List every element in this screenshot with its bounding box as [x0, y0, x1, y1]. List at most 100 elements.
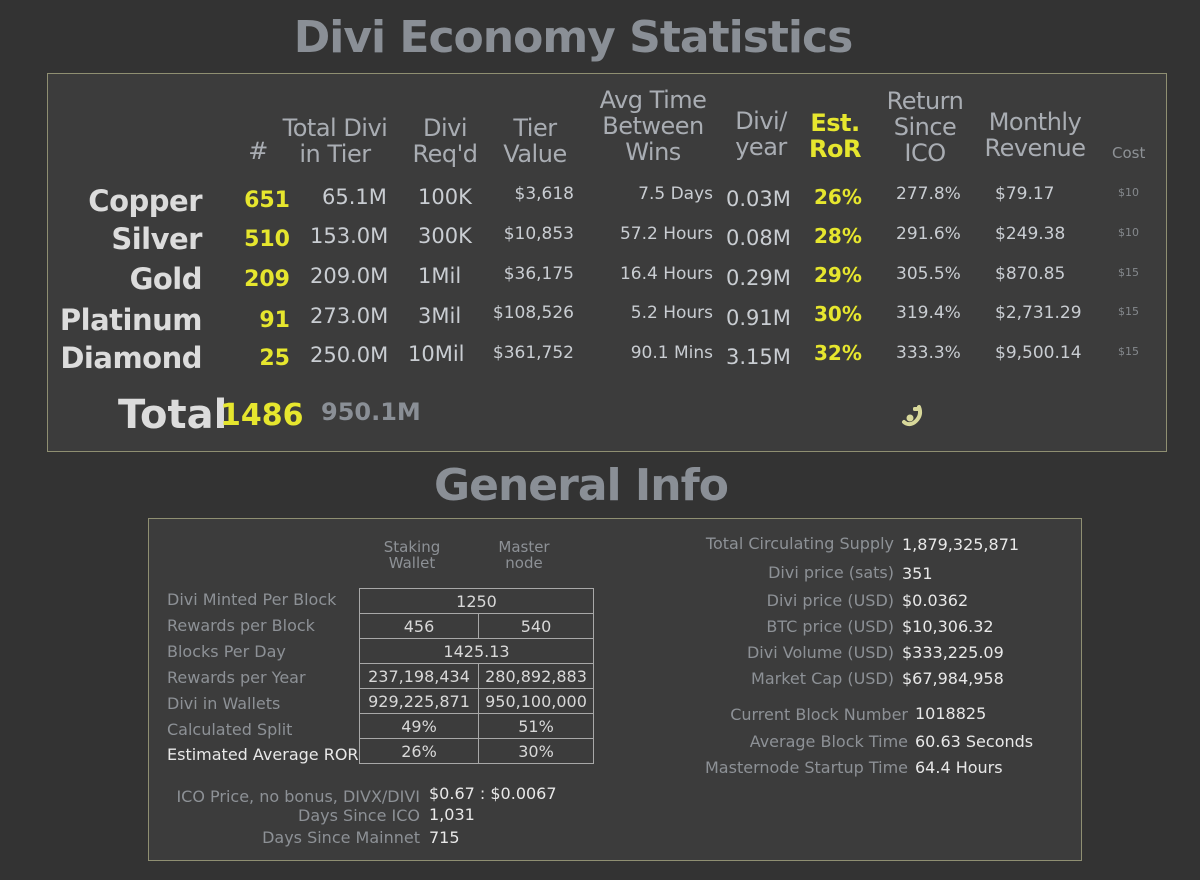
- table-row: 1425.13: [359, 638, 594, 664]
- label-rewards-per-year: Rewards per Year: [167, 668, 306, 687]
- label-calculated-split: Calculated Split: [167, 720, 293, 739]
- table-cell: 540: [478, 613, 594, 639]
- tier-total-divi: 65.1M: [322, 185, 387, 209]
- label-days-since-ico: Days Since ICO: [298, 806, 420, 825]
- tier-name: Diamond: [60, 341, 202, 375]
- tier-name: Copper: [88, 184, 202, 218]
- tier-divi-reqd: 10Mil: [408, 342, 465, 366]
- tier-monthly-revenue: $2,731.29: [995, 303, 1082, 323]
- tier-monthly-revenue: $249.38: [995, 224, 1066, 244]
- value-divi-price-sats: 351: [902, 564, 933, 583]
- label-divi-minted-per-block: Divi Minted Per Block: [167, 590, 337, 609]
- tier-count: 651: [244, 188, 290, 213]
- tier-cost: $10: [1118, 226, 1139, 239]
- table-cell: 280,892,883: [478, 663, 594, 689]
- table-row: 49% 51%: [359, 713, 594, 739]
- tier-divi-reqd: 100K: [418, 185, 472, 209]
- tier-total-divi: 273.0M: [310, 304, 389, 328]
- label-current-block-number: Current Block Number: [730, 705, 908, 724]
- value-current-block-number: 1018825: [915, 704, 987, 723]
- economy-statistics-panel: [47, 73, 1167, 452]
- label-average-block-time: Average Block Time: [749, 732, 908, 751]
- tier-est-ror: 28%: [814, 224, 862, 248]
- header-tier-value: Tier Value: [503, 114, 567, 168]
- tier-monthly-revenue: $79.17: [995, 184, 1055, 204]
- label-days-since-mainnet: Days Since Mainnet: [262, 828, 420, 847]
- table-cell: 456: [359, 613, 479, 639]
- value-masternode-startup-time: 64.4 Hours: [915, 758, 1003, 777]
- tier-return-since-ico: 333.3%: [896, 343, 961, 363]
- tier-avg-time: 90.1 Mins: [630, 343, 713, 363]
- header-cost: Cost: [1112, 144, 1146, 162]
- total-count: 1486: [220, 398, 304, 433]
- label-estimated-average-ror: Estimated Average ROR: [167, 745, 359, 764]
- label-market-cap-usd: Market Cap (USD): [751, 669, 894, 688]
- tier-total-divi: 250.0M: [310, 343, 389, 367]
- tier-return-since-ico: 305.5%: [896, 264, 961, 284]
- value-days-since-mainnet: 715: [429, 828, 460, 847]
- tier-count: 91: [259, 308, 290, 333]
- tier-divi-reqd: 300K: [418, 224, 472, 248]
- tier-cost: $15: [1118, 345, 1139, 358]
- table-cell: 26%: [359, 738, 479, 764]
- tier-avg-time: 5.2 Hours: [630, 303, 713, 323]
- value-days-since-ico: 1,031: [429, 805, 475, 824]
- divi-logo-icon: [902, 405, 922, 427]
- tier-est-ror: 30%: [814, 302, 862, 326]
- header-return-since-ico: Return Since ICO: [886, 87, 964, 167]
- tier-name: Platinum: [59, 303, 203, 337]
- tier-divi-year: 0.03M: [726, 187, 791, 211]
- tier-est-ror: 32%: [814, 341, 862, 365]
- page-title: Divi Economy Statistics: [293, 12, 854, 63]
- table-cell: 950,100,000: [478, 688, 594, 714]
- table-cell: 1250: [359, 588, 594, 614]
- rewards-table: 1250 456 540 1425.13 237,198,434 280,892,8…: [359, 588, 594, 764]
- tier-count: 510: [244, 227, 290, 252]
- table-cell: 49%: [359, 713, 479, 739]
- value-ico-price: $0.67 : $0.0067: [429, 784, 557, 803]
- tier-divi-year: 0.91M: [726, 306, 791, 330]
- label-rewards-per-block: Rewards per Block: [167, 616, 315, 635]
- tier-cost: $10: [1118, 186, 1139, 199]
- table-row: 237,198,434 280,892,883: [359, 663, 594, 689]
- value-market-cap-usd: $67,984,958: [902, 669, 1004, 688]
- tier-divi-year: 3.15M: [726, 345, 791, 369]
- header-est-ror: Est. RoR: [809, 109, 861, 163]
- tier-cost: $15: [1118, 305, 1139, 318]
- value-divi-price-usd: $0.0362: [902, 591, 969, 610]
- value-divi-volume-usd: $333,225.09: [902, 643, 1004, 662]
- tier-value: $36,175: [503, 264, 574, 284]
- label-total-circulating-supply: Total Circulating Supply: [705, 534, 894, 553]
- header-total-divi: Total Divi in Tier: [282, 114, 388, 168]
- label-masternode-startup-time: Masternode Startup Time: [705, 758, 908, 777]
- tier-est-ror: 29%: [814, 263, 862, 287]
- label-divi-in-wallets: Divi in Wallets: [167, 694, 281, 713]
- table-cell: 51%: [478, 713, 594, 739]
- table-cell: 929,225,871: [359, 688, 479, 714]
- table-row: 1250: [359, 588, 594, 614]
- label-divi-price-usd: Divi price (USD): [766, 591, 894, 610]
- tier-divi-reqd: 1Mil: [418, 264, 462, 288]
- label-divi-volume-usd: Divi Volume (USD): [746, 643, 894, 662]
- table-row: 929,225,871 950,100,000: [359, 688, 594, 714]
- tier-avg-time: 57.2 Hours: [619, 224, 713, 244]
- column-header-staking-wallet: Staking Wallet: [383, 538, 441, 572]
- total-divi: 950.1M: [321, 398, 421, 426]
- tier-value: $361,752: [492, 343, 574, 363]
- header-avg-time: Avg Time Between Wins: [599, 86, 707, 166]
- table-cell: 1425.13: [359, 638, 594, 664]
- tier-divi-reqd: 3Mil: [418, 304, 462, 328]
- header-monthly-revenue: Monthly Revenue: [984, 108, 1086, 162]
- tier-value: $108,526: [492, 303, 574, 323]
- tier-divi-year: 0.29M: [726, 266, 791, 290]
- label-ico-price: ICO Price, no bonus, DIVX/DIVI: [176, 787, 420, 806]
- tier-est-ror: 26%: [814, 185, 862, 209]
- tier-count: 209: [244, 267, 290, 292]
- tier-value: $3,618: [514, 184, 574, 204]
- label-btc-price-usd: BTC price (USD): [766, 617, 894, 636]
- header-divi-reqd: Divi Req'd: [412, 114, 478, 168]
- tier-cost: $15: [1118, 266, 1139, 279]
- column-header-masternode: Master node: [498, 538, 550, 572]
- header-count: #: [248, 137, 268, 165]
- tier-avg-time: 7.5 Days: [638, 184, 713, 204]
